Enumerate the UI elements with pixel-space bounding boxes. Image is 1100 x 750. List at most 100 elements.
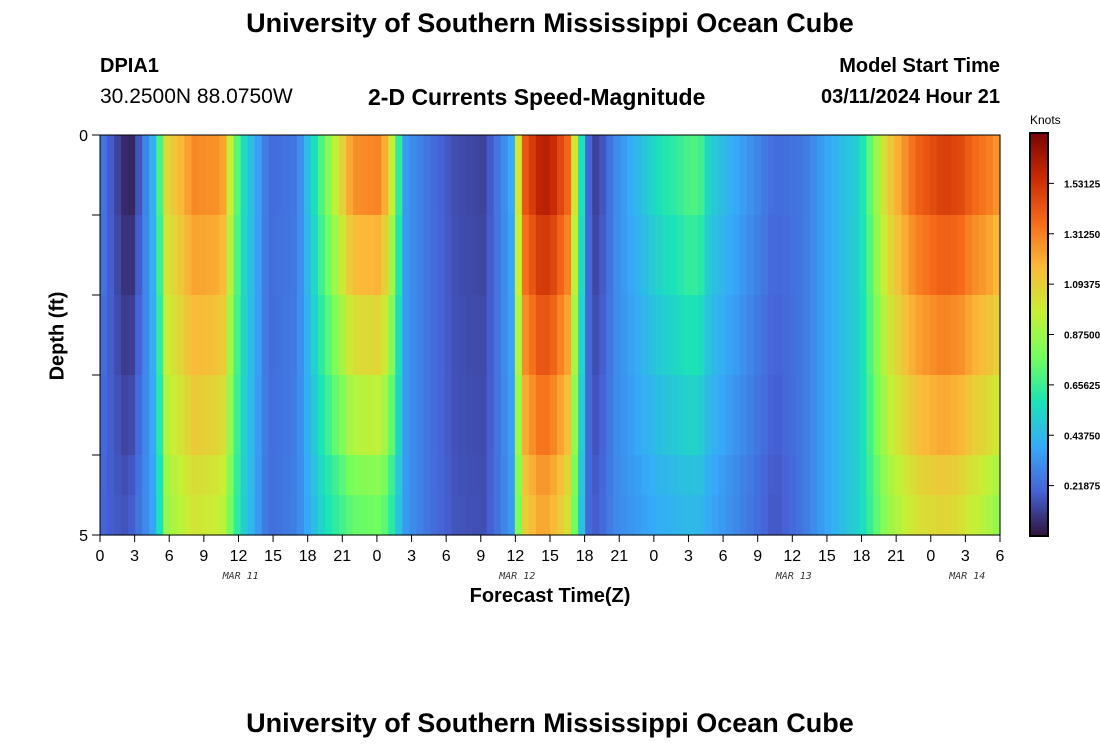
heatmap-cell: [838, 215, 846, 296]
heatmap-cell: [669, 495, 678, 536]
heatmap-cell: [866, 455, 875, 496]
heatmap-cell: [395, 455, 403, 496]
heatmap-cell: [627, 215, 635, 296]
heatmap-cell: [880, 215, 889, 296]
heatmap-cell: [789, 455, 797, 496]
x-tick-label: 3: [130, 548, 139, 565]
y-tick-label: 0: [79, 128, 88, 145]
heatmap-cell: [437, 455, 446, 496]
heatmap-cell: [339, 215, 347, 296]
heatmap-cell: [817, 495, 825, 536]
colorbar-tick-label: 1.31250: [1064, 230, 1100, 241]
heatmap-cell: [296, 375, 305, 456]
heatmap-cell: [978, 295, 987, 376]
heatmap-cell: [739, 215, 748, 296]
heatmap-cell: [367, 295, 375, 376]
heatmap-cell: [437, 375, 446, 456]
heatmap-cell: [606, 495, 614, 536]
heatmap-cell: [325, 135, 333, 216]
heatmap-cell: [149, 375, 157, 456]
heatmap-cell: [936, 455, 945, 496]
heatmap-cell: [360, 215, 368, 296]
heatmap-cell: [479, 135, 488, 216]
heatmap-cell: [430, 135, 439, 216]
heatmap-cell: [409, 135, 418, 216]
heatmap-cell: [128, 215, 136, 296]
heatmap-cell: [353, 455, 361, 496]
heatmap-cell: [240, 135, 249, 216]
heatmap-cell: [739, 495, 748, 536]
heatmap-cell: [711, 215, 720, 296]
x-tick-label: 9: [476, 548, 485, 565]
heatmap-cell: [634, 455, 643, 496]
heatmap-cell: [859, 495, 868, 536]
heatmap-cell: [676, 495, 685, 536]
heatmap-cell: [732, 375, 741, 456]
heatmap-cell: [767, 375, 776, 456]
heatmap-cell: [296, 215, 305, 296]
heatmap-cell: [767, 495, 776, 536]
heatmap-cell: [402, 215, 410, 296]
heatmap-cell: [978, 215, 987, 296]
heatmap-cell: [732, 135, 741, 216]
heatmap-cell: [550, 495, 558, 536]
heatmap-cell: [339, 375, 347, 456]
x-tick-label: 15: [264, 548, 282, 565]
heatmap-cell: [282, 455, 291, 496]
x-tick-label: 0: [649, 548, 658, 565]
heatmap-cell: [943, 135, 952, 216]
heatmap-cell: [289, 215, 298, 296]
heatmap-cell: [247, 135, 256, 216]
heatmap-cell: [655, 215, 664, 296]
heatmap-cell: [845, 215, 853, 296]
heatmap-cell: [739, 375, 748, 456]
heatmap-cell: [824, 295, 832, 376]
heatmap-cell: [908, 135, 917, 216]
heatmap-cell: [240, 495, 249, 536]
heatmap-cell: [500, 135, 509, 216]
heatmap-cell: [887, 455, 896, 496]
heatmap-cell: [191, 215, 200, 296]
heatmap-cell: [535, 135, 544, 216]
heatmap-cell: [149, 455, 157, 496]
heatmap-cell: [353, 495, 361, 536]
heatmap-cell: [479, 215, 488, 296]
heatmap-cell: [514, 215, 523, 296]
heatmap-cell: [978, 495, 987, 536]
heatmap-cell: [810, 375, 818, 456]
model-start-label: Model Start Time: [839, 55, 1000, 77]
heatmap-cell: [388, 455, 396, 496]
heatmap-cell: [599, 215, 607, 296]
heatmap-cell: [894, 215, 903, 296]
heatmap-cell: [226, 455, 235, 496]
x-tick-label: 9: [199, 548, 208, 565]
heatmap-cell: [374, 215, 382, 296]
x-tick-label: 0: [96, 548, 105, 565]
heatmap-cell: [831, 375, 839, 456]
heatmap-cell: [683, 135, 692, 216]
heatmap-cell: [950, 375, 959, 456]
heatmap-cell: [507, 375, 516, 456]
heatmap-cell: [557, 455, 565, 496]
heatmap-cell: [817, 455, 825, 496]
heatmap-cell: [936, 295, 945, 376]
heatmap-cell: [268, 135, 277, 216]
heatmap-cell: [381, 495, 389, 536]
heatmap-cell: [894, 455, 903, 496]
x-tick-label: 9: [753, 548, 762, 565]
heatmap-cell: [507, 455, 516, 496]
heatmap-cell: [191, 495, 200, 536]
heatmap-cell: [451, 495, 460, 536]
heatmap-cell: [535, 455, 544, 496]
heatmap-cell: [676, 135, 685, 216]
heatmap-cell: [936, 135, 945, 216]
heatmap-cell: [240, 455, 249, 496]
heatmap-cell: [135, 135, 143, 216]
heatmap-cell: [177, 495, 185, 536]
heatmap-cell: [268, 215, 277, 296]
heatmap-cell: [528, 455, 537, 496]
heatmap-cell: [613, 135, 621, 216]
heatmap-cell: [486, 455, 495, 496]
heatmap-cell: [950, 455, 959, 496]
heatmap-cell: [803, 455, 811, 496]
